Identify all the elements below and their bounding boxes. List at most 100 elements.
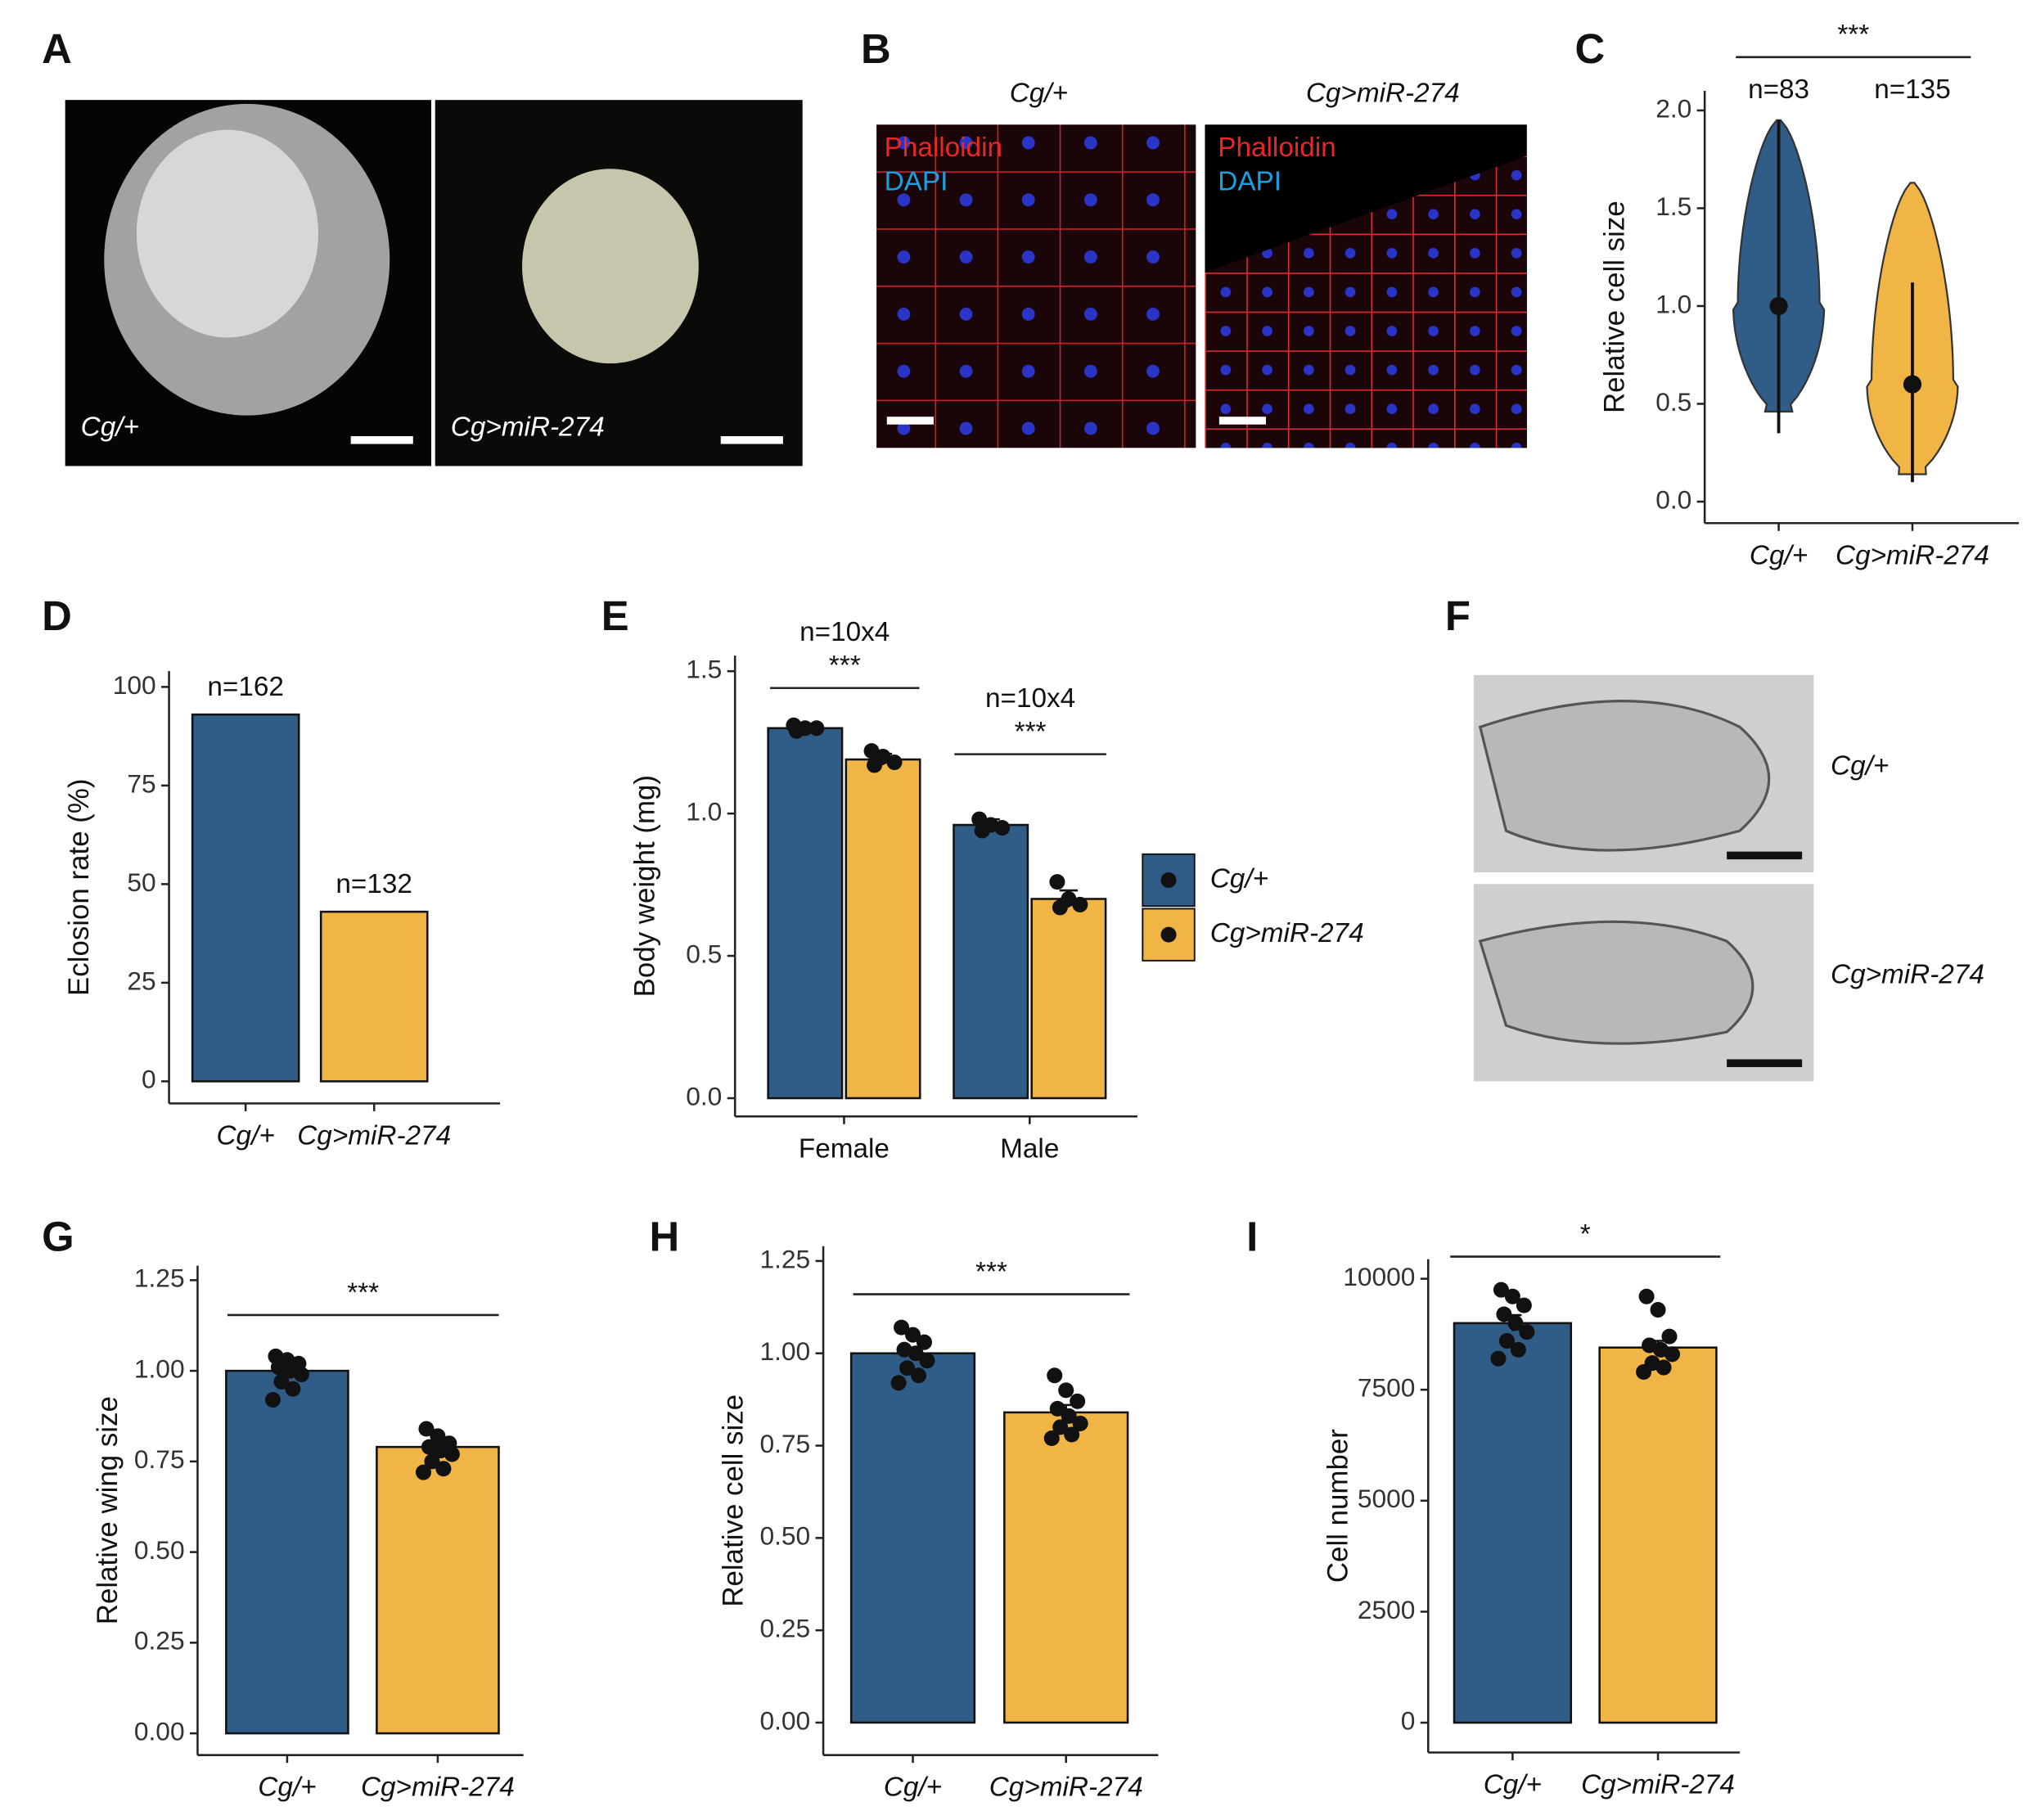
scale-bar [1218,417,1266,425]
image-title: Cg/+ [1010,79,1068,109]
data-point [910,1367,927,1384]
scale-bar [886,417,934,425]
y-tick-label: 0.00 [759,1705,810,1735]
data-point [1664,1346,1681,1363]
scale-bar [350,435,413,444]
image-label: Cg>miR-274 [451,412,605,442]
bar [1003,1411,1129,1724]
annotation: n=135 [1874,74,1951,105]
y-axis-label: Relative wing size [92,1396,124,1624]
x-tick-label: Cg/+ [1484,1770,1542,1800]
bar [767,727,844,1100]
y-tick-label: 0.0 [1655,484,1691,514]
y-tick-label: 0.50 [759,1521,810,1551]
y-tick-label: 100 [113,670,156,700]
annotation: n=162 [207,672,284,702]
photo-tissue [1205,155,1527,448]
data-point [1496,1306,1512,1322]
data-point [273,1373,290,1390]
legend-dot [1160,926,1177,943]
stain-label: DAPI [1218,166,1282,196]
data-point [264,1392,281,1408]
data-point [886,755,903,771]
annotation: n=83 [1748,74,1809,105]
significance-label: * [1580,1219,1591,1250]
data-point [1052,899,1068,916]
y-tick-label: 2.0 [1655,93,1691,123]
y-tick-label: 0.25 [134,1626,185,1656]
y-tick-label: 25 [127,966,155,995]
data-point [444,1446,460,1462]
y-axis-label: Body weight (mg) [629,775,661,997]
y-tick-label: 5000 [1358,1484,1416,1513]
x-tick-label: Cg>miR-274 [297,1120,451,1151]
image-label: Cg/+ [1831,750,1889,781]
x-tick-label: Cg/+ [217,1120,275,1151]
bar [1030,898,1107,1100]
y-tick-label: 1.5 [686,655,722,684]
annotation: n=10x4 [985,683,1075,714]
legend-swatch [1142,853,1196,908]
data-point [1507,1315,1524,1331]
wing [1478,920,1754,1045]
panel-b-images: Cg/+ Cg>miR-274 Phalloidin DAPI Phalloid… [876,79,1527,448]
data-point [1049,874,1065,890]
panel-letter: E [601,592,629,639]
data-point [788,723,804,739]
y-tick-label: 0.75 [134,1444,185,1474]
panel-letter: I [1246,1213,1258,1259]
bar [1453,1322,1573,1724]
panel-letter: A [42,25,72,72]
median [1903,375,1922,394]
x-tick-label: Cg/+ [1750,540,1808,570]
wing [1478,700,1771,852]
bar [1598,1346,1718,1724]
data-point [894,1319,910,1336]
data-point [424,1453,440,1470]
legend-dot [1160,872,1177,889]
data-point [285,1381,301,1397]
data-point [293,1367,309,1383]
panel-letter: C [1575,25,1606,72]
y-axis-label: Relative cell size [1599,200,1631,413]
scale-bar [720,435,783,444]
y-tick-label: 0 [1401,1705,1416,1735]
y-tick-label: 0.0 [686,1081,722,1110]
image-label: Cg/+ [81,412,139,442]
y-tick-label: 75 [127,768,155,798]
x-tick-label: Cg>miR-274 [361,1773,515,1803]
panel-f-images: Cg/+ Cg>miR-274 [1473,674,1984,1082]
x-tick-label: Cg/+ [884,1773,942,1803]
data-point [1047,1367,1063,1384]
data-point [1519,1324,1535,1340]
image-title: Cg>miR-274 [1306,79,1460,109]
y-tick-label: 10000 [1343,1262,1415,1291]
stain-label: Phalloidin [885,133,1002,163]
bar [953,823,1029,1100]
panel-letter: F [1445,592,1471,639]
y-tick-label: 1.0 [1655,289,1691,318]
panel-letter: H [649,1213,679,1259]
data-point [1493,1282,1509,1298]
bar [319,910,429,1083]
data-point [1655,1359,1672,1376]
y-tick-label: 0.00 [134,1716,185,1746]
x-tick-label: Female [799,1133,890,1164]
data-point [919,1353,935,1369]
significance-label: *** [1015,717,1047,747]
data-point [908,1345,924,1362]
image-label: Cg>miR-274 [1831,960,1984,990]
y-tick-label: 2500 [1358,1595,1416,1624]
data-point [916,1334,932,1350]
annotation: n=132 [336,869,412,899]
data-point [899,1360,916,1376]
data-point [904,1327,921,1343]
legend-label: Cg/+ [1210,863,1268,894]
y-tick-label: 0.5 [686,939,722,968]
stain-label: DAPI [885,166,948,196]
y-tick-label: 0.50 [134,1535,185,1565]
data-point [1498,1333,1515,1349]
data-point [1638,1288,1655,1304]
y-axis-label: Cell number [1322,1429,1354,1583]
